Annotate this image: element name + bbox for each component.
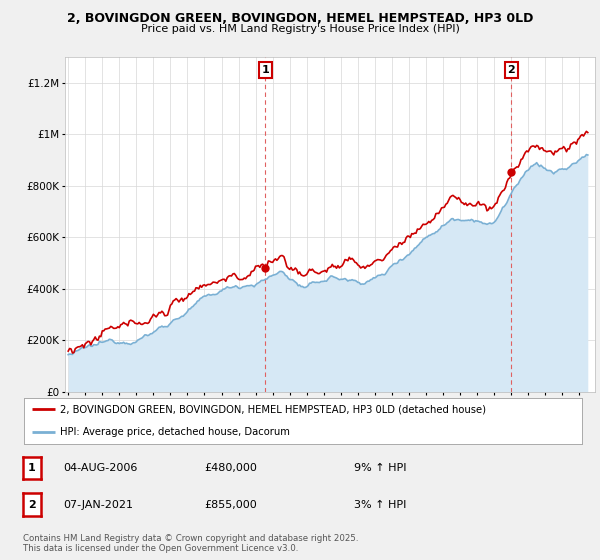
Text: 9% ↑ HPI: 9% ↑ HPI — [354, 463, 407, 473]
Text: 2, BOVINGDON GREEN, BOVINGDON, HEMEL HEMPSTEAD, HP3 0LD (detached house): 2, BOVINGDON GREEN, BOVINGDON, HEMEL HEM… — [60, 404, 486, 414]
Text: Price paid vs. HM Land Registry's House Price Index (HPI): Price paid vs. HM Land Registry's House … — [140, 24, 460, 34]
Text: 04-AUG-2006: 04-AUG-2006 — [63, 463, 137, 473]
Text: £855,000: £855,000 — [204, 500, 257, 510]
Text: 07-JAN-2021: 07-JAN-2021 — [63, 500, 133, 510]
Text: 1: 1 — [28, 463, 35, 473]
Text: Contains HM Land Registry data © Crown copyright and database right 2025.
This d: Contains HM Land Registry data © Crown c… — [23, 534, 358, 553]
Text: £480,000: £480,000 — [204, 463, 257, 473]
Text: 2: 2 — [28, 500, 35, 510]
Text: 2, BOVINGDON GREEN, BOVINGDON, HEMEL HEMPSTEAD, HP3 0LD: 2, BOVINGDON GREEN, BOVINGDON, HEMEL HEM… — [67, 12, 533, 25]
Text: 1: 1 — [262, 65, 269, 75]
Text: HPI: Average price, detached house, Dacorum: HPI: Average price, detached house, Daco… — [60, 427, 290, 437]
Text: 3% ↑ HPI: 3% ↑ HPI — [354, 500, 406, 510]
Text: 2: 2 — [508, 65, 515, 75]
